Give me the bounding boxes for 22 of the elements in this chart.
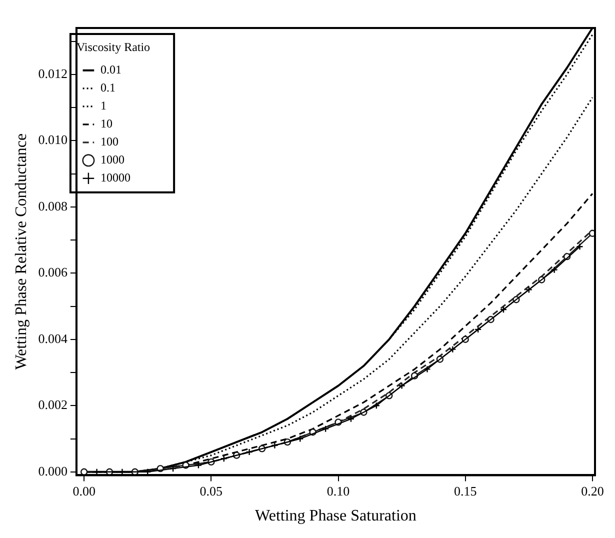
x-tick-label: 0.05	[200, 483, 223, 498]
y-tick-label: 0.008	[38, 198, 68, 214]
legend-label: 1	[100, 98, 106, 113]
legend-label: 0.1	[100, 80, 116, 95]
x-tick-label: 0.20	[581, 483, 604, 498]
x-axis-title: Wetting Phase Saturation	[255, 508, 416, 525]
y-tick-label: 0.002	[38, 397, 68, 412]
y-tick-label: 0.006	[38, 264, 68, 280]
legend-label: 0.01	[100, 62, 122, 77]
y-tick-label: 0.004	[38, 330, 68, 346]
y-tick-label: 0.000	[38, 463, 68, 478]
legend-label: 1000	[100, 152, 124, 167]
legend-title: Viscosity Ratio	[76, 40, 150, 54]
x-tick-label: 0.10	[326, 483, 350, 498]
x-tick-label: 0.00	[72, 483, 96, 498]
y-tick-label: 0.010	[38, 132, 68, 148]
legend-label: 100	[100, 134, 118, 149]
legend-label: 10	[100, 116, 112, 131]
legend-label: 10000	[100, 170, 130, 185]
y-tick-label: 0.012	[38, 66, 68, 81]
y-axis-title: Wetting Phase Relative Conductance	[12, 133, 30, 370]
x-tick-label: 0.15	[454, 483, 477, 498]
